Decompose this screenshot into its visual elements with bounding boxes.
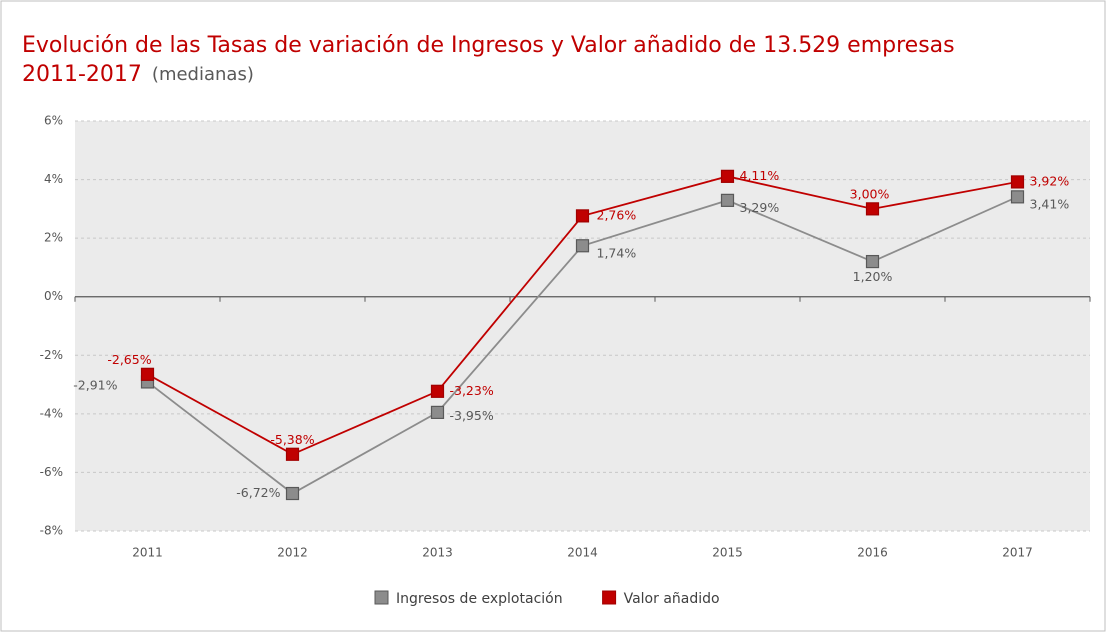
marker	[430, 384, 445, 398]
data-label: 3,00%	[850, 186, 890, 201]
data-label: 1,74%	[597, 245, 637, 260]
data-label: -3,23%	[450, 383, 494, 398]
marker	[1010, 175, 1025, 189]
y-tick-label: 2%	[44, 231, 63, 245]
x-tick-label: 2015	[712, 546, 743, 560]
marker	[285, 486, 300, 501]
chart-subtitle: (medianas)	[152, 64, 254, 85]
legend-label: Valor añadido	[624, 591, 720, 607]
legend-swatch	[374, 590, 389, 605]
y-tick-label: 4%	[44, 172, 63, 186]
data-label: 2,76%	[597, 207, 637, 222]
data-label: -3,95%	[450, 408, 494, 423]
y-tick-label: 0%	[44, 289, 63, 303]
marker	[575, 239, 590, 253]
x-tick-label: 2014	[567, 546, 598, 560]
y-tick-label: -2%	[40, 348, 63, 362]
marker	[575, 209, 590, 223]
y-tick-label: -4%	[40, 406, 63, 420]
chart-title: Evolución de las Tasas de variación de I…	[22, 33, 955, 58]
marker	[430, 405, 445, 419]
data-label: -2,65%	[107, 352, 151, 367]
marker	[285, 447, 300, 461]
data-label: 3,29%	[740, 200, 780, 215]
marker	[720, 193, 735, 207]
legend-label: Ingresos de explotación	[396, 591, 563, 607]
marker	[1010, 190, 1025, 204]
data-label: 1,20%	[853, 269, 893, 284]
y-tick-label: -8%	[40, 524, 63, 538]
plot-area	[75, 121, 1090, 531]
x-tick-label: 2013	[422, 546, 453, 560]
data-label: -6,72%	[236, 485, 280, 500]
x-tick-label: 2017	[1002, 546, 1033, 560]
data-label: 3,41%	[1030, 196, 1070, 211]
chart-title: 2011-2017	[22, 62, 142, 87]
x-tick-label: 2016	[857, 546, 888, 560]
legend-swatch	[602, 590, 617, 605]
marker	[865, 254, 880, 269]
data-label: 3,92%	[1030, 173, 1070, 188]
data-label: -5,38%	[270, 432, 314, 447]
x-tick-label: 2011	[132, 546, 163, 560]
data-label: 4,11%	[740, 168, 780, 183]
marker	[140, 367, 155, 381]
y-tick-label: -6%	[40, 465, 63, 479]
x-tick-label: 2012	[277, 546, 308, 560]
marker	[865, 202, 880, 216]
y-tick-label: 6%	[44, 114, 63, 128]
marker	[720, 169, 735, 183]
data-label: -2,91%	[73, 377, 117, 392]
